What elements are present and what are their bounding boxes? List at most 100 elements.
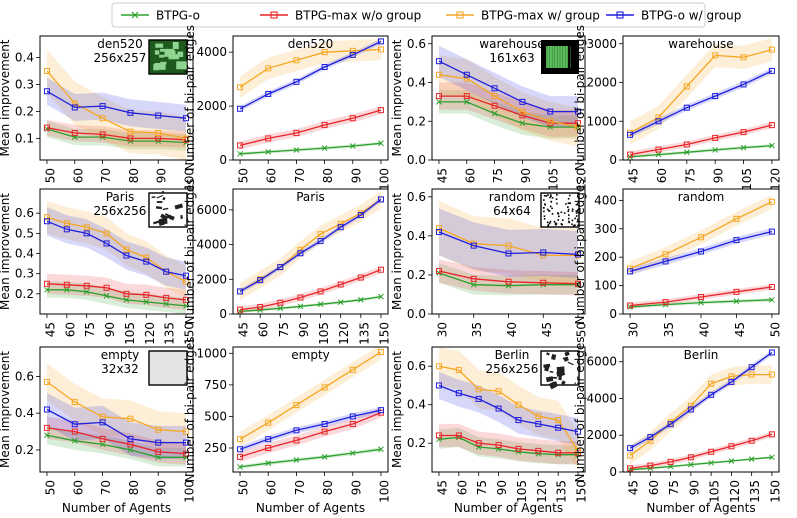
point-btpg-o-w-group <box>349 51 356 58</box>
point-btpg-max-w-group <box>683 83 690 90</box>
x-tick-label: 60 <box>63 322 77 337</box>
point-btpg-max-w-o-group <box>495 442 502 449</box>
point-btpg-o-w-group <box>491 85 498 92</box>
point-btpg-o-w-group <box>712 93 719 100</box>
point-btpg-o <box>163 301 170 307</box>
point-btpg-o-w-group <box>183 439 190 446</box>
line-btpg-max-w-group <box>629 48 773 134</box>
panel-title: den520 <box>97 37 143 51</box>
point-btpg-max-w-group <box>647 437 654 444</box>
point-btpg-o-w-group <box>103 240 110 247</box>
point-btpg-o-w-group <box>71 421 78 428</box>
point-btpg-max-w-o-group <box>337 281 344 288</box>
point-btpg-max-w-group <box>293 57 300 64</box>
x-tick-label: 75 <box>667 480 681 495</box>
x-tick-label: 45 <box>540 322 554 337</box>
y-tick-label: 0.4 <box>15 406 34 420</box>
point-btpg-max-w-o-group <box>321 121 328 128</box>
point-btpg-o-w-group <box>265 90 272 97</box>
point-btpg-max-w-o-group <box>491 102 498 109</box>
x-tick-label: 60 <box>647 480 661 495</box>
y-tick-label: 3000 <box>586 37 617 51</box>
point-btpg-o-w-group <box>127 109 134 116</box>
point-btpg-o <box>44 432 50 439</box>
point-btpg-max-w-o-group <box>463 93 470 100</box>
band-btpg-max-w-group <box>630 365 772 465</box>
line-btpg-o-w-group <box>438 60 578 113</box>
point-btpg-o-w-group <box>733 237 740 244</box>
panel-title: warehouse <box>668 37 733 51</box>
line-btpg-o <box>439 101 578 128</box>
point-btpg-max-w-group <box>435 225 442 232</box>
x-tick-label: 50 <box>43 168 57 183</box>
line-btpg-max-w-o-group <box>46 127 187 141</box>
point-btpg-o-w-group <box>43 218 50 225</box>
band-btpg-o-w-group <box>439 372 578 446</box>
y-tick-label: 1000 <box>196 346 227 360</box>
point-btpg-max-w-o-group <box>627 151 634 158</box>
band-btpg-max-w-o-group <box>439 82 578 137</box>
point-btpg-o <box>349 143 356 149</box>
point-btpg-max-w-o-group <box>377 107 384 114</box>
point-btpg-o-w-group <box>237 105 244 112</box>
line-btpg-max-w-o-group <box>439 434 578 454</box>
point-btpg-max-w-o-group <box>662 299 669 306</box>
panel-subtitle: 32x32 <box>101 362 139 376</box>
y-tick-label: 1000 <box>586 114 617 128</box>
point-btpg-max-w-o-group <box>71 130 78 137</box>
series-group <box>435 200 582 296</box>
map-thumbnail <box>148 190 188 228</box>
series-group <box>435 347 582 471</box>
point-btpg-o-w-group <box>627 445 634 452</box>
line-btpg-o-w-group <box>438 231 579 256</box>
point-btpg-o <box>708 459 714 466</box>
band-btpg-max-w-group <box>439 347 578 471</box>
line-btpg-o-w-group <box>629 351 773 449</box>
point-btpg-o-w-group <box>435 228 442 235</box>
x-axis-label: Number of Agents <box>256 501 365 515</box>
point-btpg-o <box>436 99 442 105</box>
x-tick-label: 90 <box>103 322 117 337</box>
line-btpg-o-w-group <box>239 409 382 450</box>
legend-entry-3: BTPG-o w/ group <box>606 9 741 23</box>
point-btpg-o <box>688 461 694 468</box>
panel-title: warehouse <box>479 37 544 51</box>
line-btpg-o <box>239 142 382 155</box>
map-thumbnail <box>540 192 580 228</box>
panel-subtitle: 64x64 <box>493 204 531 218</box>
x-tick-label: 40 <box>505 322 519 337</box>
point-btpg-o <box>491 110 498 117</box>
y-axis-label: Number of bi-pair edges <box>183 25 197 171</box>
point-btpg-max-w-o-group <box>535 447 542 454</box>
line-btpg-max-w-group <box>239 48 382 88</box>
point-btpg-max-w-o-group <box>683 141 690 148</box>
x-tick-label: 50 <box>237 480 251 495</box>
point-btpg-max-w-group <box>768 46 775 53</box>
point-btpg-o <box>748 456 755 462</box>
point-btpg-max-w-o-group <box>687 454 694 461</box>
line-btpg-o <box>630 456 772 471</box>
x-tick-label: 120 <box>143 322 157 345</box>
x-tick-label: 40 <box>698 322 712 337</box>
legend-marker <box>270 11 278 19</box>
map-thumbnail <box>541 40 579 74</box>
point-btpg-o-w-group <box>708 391 715 398</box>
point-btpg-max-w-o-group <box>575 120 582 127</box>
point-btpg-o <box>683 149 690 156</box>
panel-Berlin-edges: 45 60 75 90 105 120 135 150 0 2000 4000 6000Number … <box>573 337 782 503</box>
y-tick-label: 0.4 <box>407 76 426 90</box>
point-btpg-max-w-o-group <box>667 458 674 465</box>
x-tick-label: 60 <box>655 168 669 183</box>
y-axis-label: Mean improvement <box>390 39 404 156</box>
point-btpg-o <box>99 441 106 448</box>
x-tick-label: 80 <box>321 480 335 495</box>
point-btpg-o-w-group <box>575 428 582 435</box>
point-btpg-max-w-group <box>237 436 244 443</box>
line-btpg-o <box>239 448 382 468</box>
x-tick-label: 50 <box>237 168 251 183</box>
